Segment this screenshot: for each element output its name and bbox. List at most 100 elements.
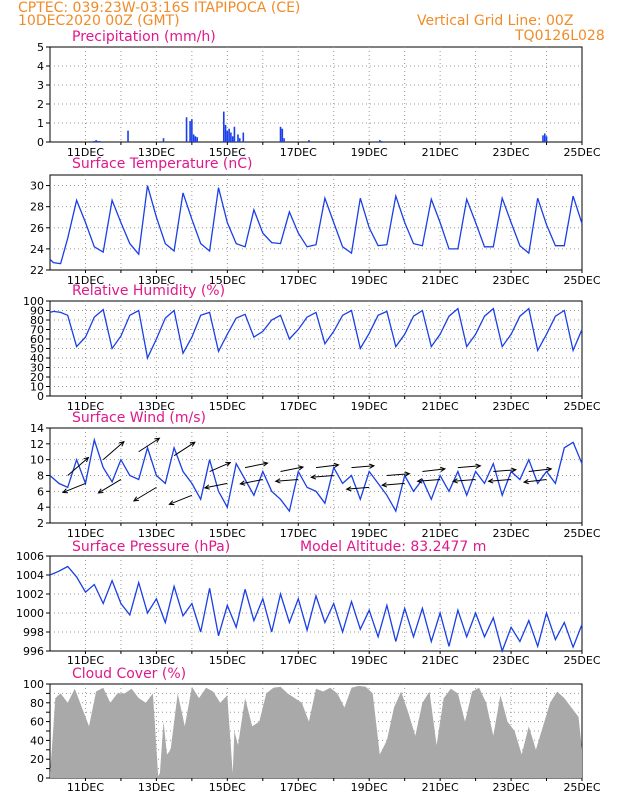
x-tick-label: 25DEC — [563, 400, 600, 413]
y-tick-label: 8 — [37, 470, 44, 483]
y-tick-label: 3 — [37, 79, 44, 92]
wind-vector — [275, 478, 299, 482]
x-tick-label: 25DEC — [563, 527, 600, 540]
y-tick-label: 100 — [23, 678, 44, 691]
x-tick-label: 25DEC — [563, 781, 600, 794]
wind-vector-head — [440, 466, 447, 472]
precip-bar — [237, 134, 239, 142]
wind-vector-head — [310, 474, 317, 480]
panel-title: Relative Humidity (%) — [72, 283, 225, 299]
wind-vector-head — [83, 456, 90, 463]
x-tick-label: 17DEC — [280, 400, 317, 413]
wind-vector-head — [225, 461, 232, 467]
panel-precipitation: 0 1 2 3 4 5 11DEC 13DEC 15DEC 17DEC 19DEC 21DEC 23DE… — [37, 29, 601, 159]
x-tick-label: 11DEC — [67, 274, 104, 287]
y-tick-label: 1004 — [16, 569, 44, 582]
panel-wind: 2 4 6 8 10 12 14 11DEC 13DEC 15DEC 17DEC 19DEC 21DEC… — [30, 410, 601, 540]
series-line-pressure — [49, 565, 583, 654]
x-tick-label: 17DEC — [280, 781, 317, 794]
wind-vector — [457, 465, 481, 469]
precip-bar — [238, 138, 241, 142]
precip-bar — [545, 136, 548, 142]
y-tick-label: 24 — [30, 243, 44, 256]
y-tick-label: 40 — [30, 734, 44, 747]
x-tick-label: 19DEC — [351, 146, 388, 159]
x-tick-label: 15DEC — [209, 527, 246, 540]
y-tick-label: 80 — [30, 314, 44, 327]
x-tick-label: 13DEC — [138, 654, 175, 667]
precip-bar — [93, 141, 96, 142]
y-tick-label: 1006 — [16, 550, 44, 563]
panel-title: Surface Temperature (nC) — [72, 156, 253, 172]
y-tick-label: 14 — [30, 422, 44, 435]
precip-bar — [281, 128, 284, 142]
wind-vector-head — [168, 500, 175, 506]
wind-vector-head — [274, 478, 281, 484]
y-tick-label: 20 — [30, 753, 44, 766]
x-tick-label: 15DEC — [209, 146, 246, 159]
wind-vector — [102, 441, 125, 461]
precip-bar — [185, 117, 188, 142]
y-tick-label: 22 — [30, 264, 44, 277]
y-tick-label: 4 — [37, 60, 44, 73]
y-tick-label: 996 — [23, 645, 44, 658]
wind-vector — [417, 478, 441, 482]
panel-frame — [49, 46, 583, 143]
wind-vector-head — [510, 467, 517, 473]
wind-vector — [311, 475, 334, 478]
x-tick-label: 21DEC — [422, 654, 459, 667]
wind-vector-head — [132, 496, 139, 502]
y-tick-label: 1002 — [16, 588, 44, 601]
x-tick-label: 21DEC — [422, 146, 459, 159]
x-tick-label: 25DEC — [563, 274, 600, 287]
x-tick-label: 21DEC — [422, 274, 459, 287]
precip-bar — [542, 135, 544, 142]
y-tick-label: 40 — [30, 352, 44, 365]
y-tick-label: 0 — [37, 136, 44, 149]
precip-bar — [222, 111, 225, 142]
y-tick-label: 90 — [30, 305, 44, 318]
header-date: 10DEC2020 00Z (GMT) — [18, 13, 180, 29]
series-line-humidity — [49, 307, 583, 361]
wind-vector — [453, 478, 476, 482]
wind-vector-head — [154, 437, 161, 443]
precip-bar — [98, 141, 101, 142]
x-tick-label: 21DEC — [422, 527, 459, 540]
precip-bar — [228, 128, 230, 142]
precip-bar — [242, 132, 245, 142]
wind-vector — [351, 465, 375, 469]
y-tick-label: 20 — [30, 371, 44, 384]
x-tick-label: 23DEC — [493, 527, 530, 540]
wind-vector-head — [451, 478, 458, 484]
y-tick-label: 1000 — [16, 607, 44, 620]
x-tick-label: 25DEC — [563, 654, 600, 667]
y-tick-label: 6 — [37, 485, 44, 498]
x-tick-label: 13DEC — [138, 146, 175, 159]
wind-vector — [67, 457, 89, 476]
x-tick-label: 19DEC — [351, 781, 388, 794]
x-tick-label: 13DEC — [138, 781, 175, 794]
y-tick-label: 100 — [23, 295, 44, 308]
wind-vector-head — [298, 465, 305, 471]
wind-vector — [488, 478, 512, 482]
wind-vector — [315, 464, 339, 469]
wind-vector — [133, 486, 157, 502]
panel-title: Surface Wind (m/s) — [72, 410, 206, 426]
y-tick-label: 2 — [37, 98, 44, 111]
wind-vector-head — [189, 441, 196, 447]
wind-vector — [386, 473, 410, 476]
x-tick-label: 23DEC — [493, 146, 530, 159]
series-line-temperature — [49, 185, 583, 265]
wind-vector-head — [203, 484, 210, 490]
y-tick-label: 30 — [30, 180, 44, 193]
x-tick-label: 23DEC — [493, 781, 530, 794]
wind-vector — [173, 441, 196, 457]
precip-bar — [379, 140, 381, 142]
y-tick-label: 60 — [30, 716, 44, 729]
wind-vector-head — [333, 462, 340, 469]
wind-vector-head — [487, 478, 494, 484]
x-tick-label: 11DEC — [67, 781, 104, 794]
y-tick-label: 12 — [30, 438, 44, 451]
wind-vector — [204, 482, 228, 489]
